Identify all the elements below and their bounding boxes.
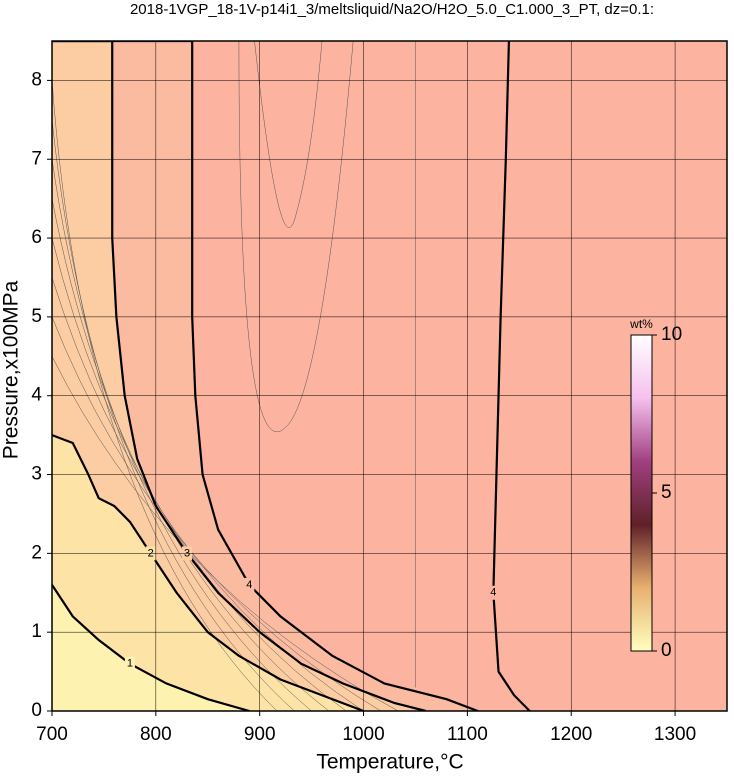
- contour-label-bg: [124, 656, 135, 671]
- y-tick-label: 0: [31, 700, 42, 721]
- x-tick-label: 900: [244, 724, 276, 745]
- contour-line: [52, 41, 479, 711]
- y-tick-label: 8: [31, 69, 42, 90]
- x-tick-label: 1100: [447, 724, 488, 745]
- y-axis-title: Pressure,x100MPa: [0, 280, 23, 459]
- contour-fill: [52, 435, 364, 711]
- contour-label: 1: [127, 658, 133, 670]
- x-tick-label: 1000: [342, 724, 384, 745]
- chart-title: 2018-1VGP_18-1V-p14i1_3/meltsliquid/Na2O…: [130, 1, 654, 18]
- contour-fill: [52, 584, 250, 711]
- minor-contour: [254, 41, 323, 228]
- y-tick-label: 3: [31, 464, 42, 485]
- x-tick-label: 1200: [550, 724, 592, 745]
- y-tick-label: 2: [31, 542, 42, 563]
- y-tick-label: 4: [31, 385, 42, 406]
- colorbar: [630, 334, 653, 652]
- y-tick-label: 7: [31, 148, 42, 169]
- x-axis-title: Temperature,°C: [316, 751, 463, 774]
- contour-label: 4: [246, 579, 252, 591]
- minor-contour: [52, 119, 295, 711]
- contour-label-bg: [244, 577, 255, 592]
- minor-contour: [52, 277, 364, 711]
- minor-contour: [52, 356, 399, 711]
- plot-area: 12 344: [52, 41, 727, 711]
- x-tick-label: 1300: [654, 724, 696, 745]
- minor-contour: [52, 159, 312, 711]
- minor-contour: [238, 41, 354, 433]
- x-tick-label: 700: [36, 724, 68, 745]
- contour-label-bg: [488, 585, 499, 600]
- y-tick-label: 1: [31, 621, 42, 642]
- overlay: 700 800 900 1000 1100 1200 1300 0 1 2 3 4 5 6 7 8 wt% 0 5 1…: [31, 40, 728, 745]
- colorbar-tick-label: 0: [661, 640, 672, 661]
- y-tick-label: 5: [31, 306, 42, 327]
- contour-line: [492, 41, 531, 711]
- y-tick-label: 6: [31, 227, 42, 248]
- minor-contour: [52, 80, 278, 711]
- minor-contour: [52, 316, 381, 711]
- contour-label: 4: [490, 587, 496, 599]
- colorbar-tick-label: 10: [661, 324, 682, 345]
- contour-line: [52, 41, 427, 711]
- colorbar-label: wt%: [629, 317, 653, 331]
- colorbar-tick-label: 5: [661, 482, 672, 503]
- x-tick-label: 800: [140, 724, 172, 745]
- plot-frame: [51, 40, 728, 712]
